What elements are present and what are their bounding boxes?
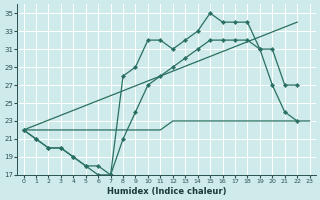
X-axis label: Humidex (Indice chaleur): Humidex (Indice chaleur) [107, 187, 226, 196]
